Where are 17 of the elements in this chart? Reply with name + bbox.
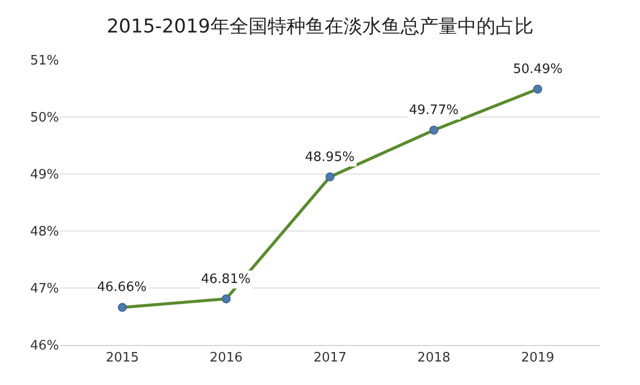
x-tick-label: 2017 (313, 350, 347, 366)
y-tick-label: 49% (30, 168, 59, 183)
y-tick-label: 47% (30, 282, 59, 297)
x-tick-label: 2019 (521, 350, 554, 366)
chart-title: 2015-2019年全国特种鱼在淡水鱼总产量中的占比 (106, 16, 534, 38)
x-tick-label: 2018 (417, 350, 450, 366)
x-tick-label: 2016 (210, 350, 243, 366)
data-label: 49.77% (409, 103, 459, 118)
y-tick-label: 48% (30, 224, 59, 240)
data-label: 48.95% (305, 150, 355, 165)
y-tick-label: 51% (30, 54, 59, 69)
x-tick-label: 2015 (106, 350, 139, 366)
data-label: 46.81% (201, 272, 251, 287)
y-tick-label: 46% (30, 338, 59, 354)
data-label: 46.66% (97, 280, 147, 295)
data-label: 50.49% (513, 62, 563, 77)
y-tick-label: 50% (30, 110, 59, 126)
